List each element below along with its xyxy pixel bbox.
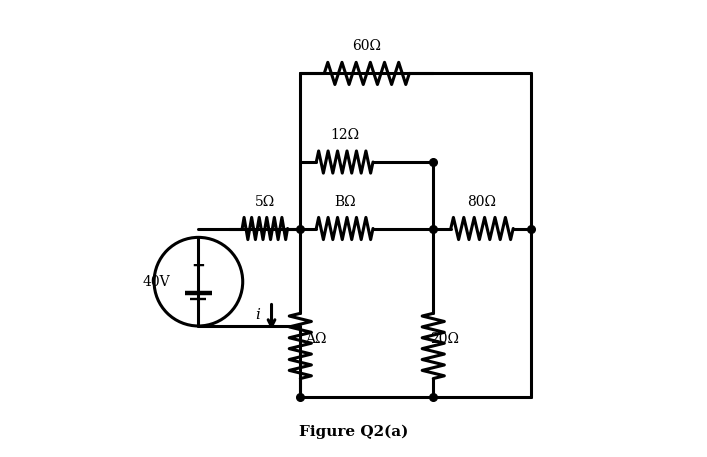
Text: 40V: 40V [143,275,170,289]
Text: 20Ω: 20Ω [430,332,459,346]
Text: BΩ: BΩ [334,195,356,208]
Text: 80Ω: 80Ω [467,195,496,208]
Text: Figure Q2(a): Figure Q2(a) [299,425,408,439]
Text: +: + [192,257,205,275]
Text: 5Ω: 5Ω [255,195,275,208]
Text: 60Ω: 60Ω [352,39,381,53]
Text: 12Ω: 12Ω [330,128,359,142]
Text: i: i [255,308,259,322]
Text: AΩ: AΩ [305,332,327,346]
